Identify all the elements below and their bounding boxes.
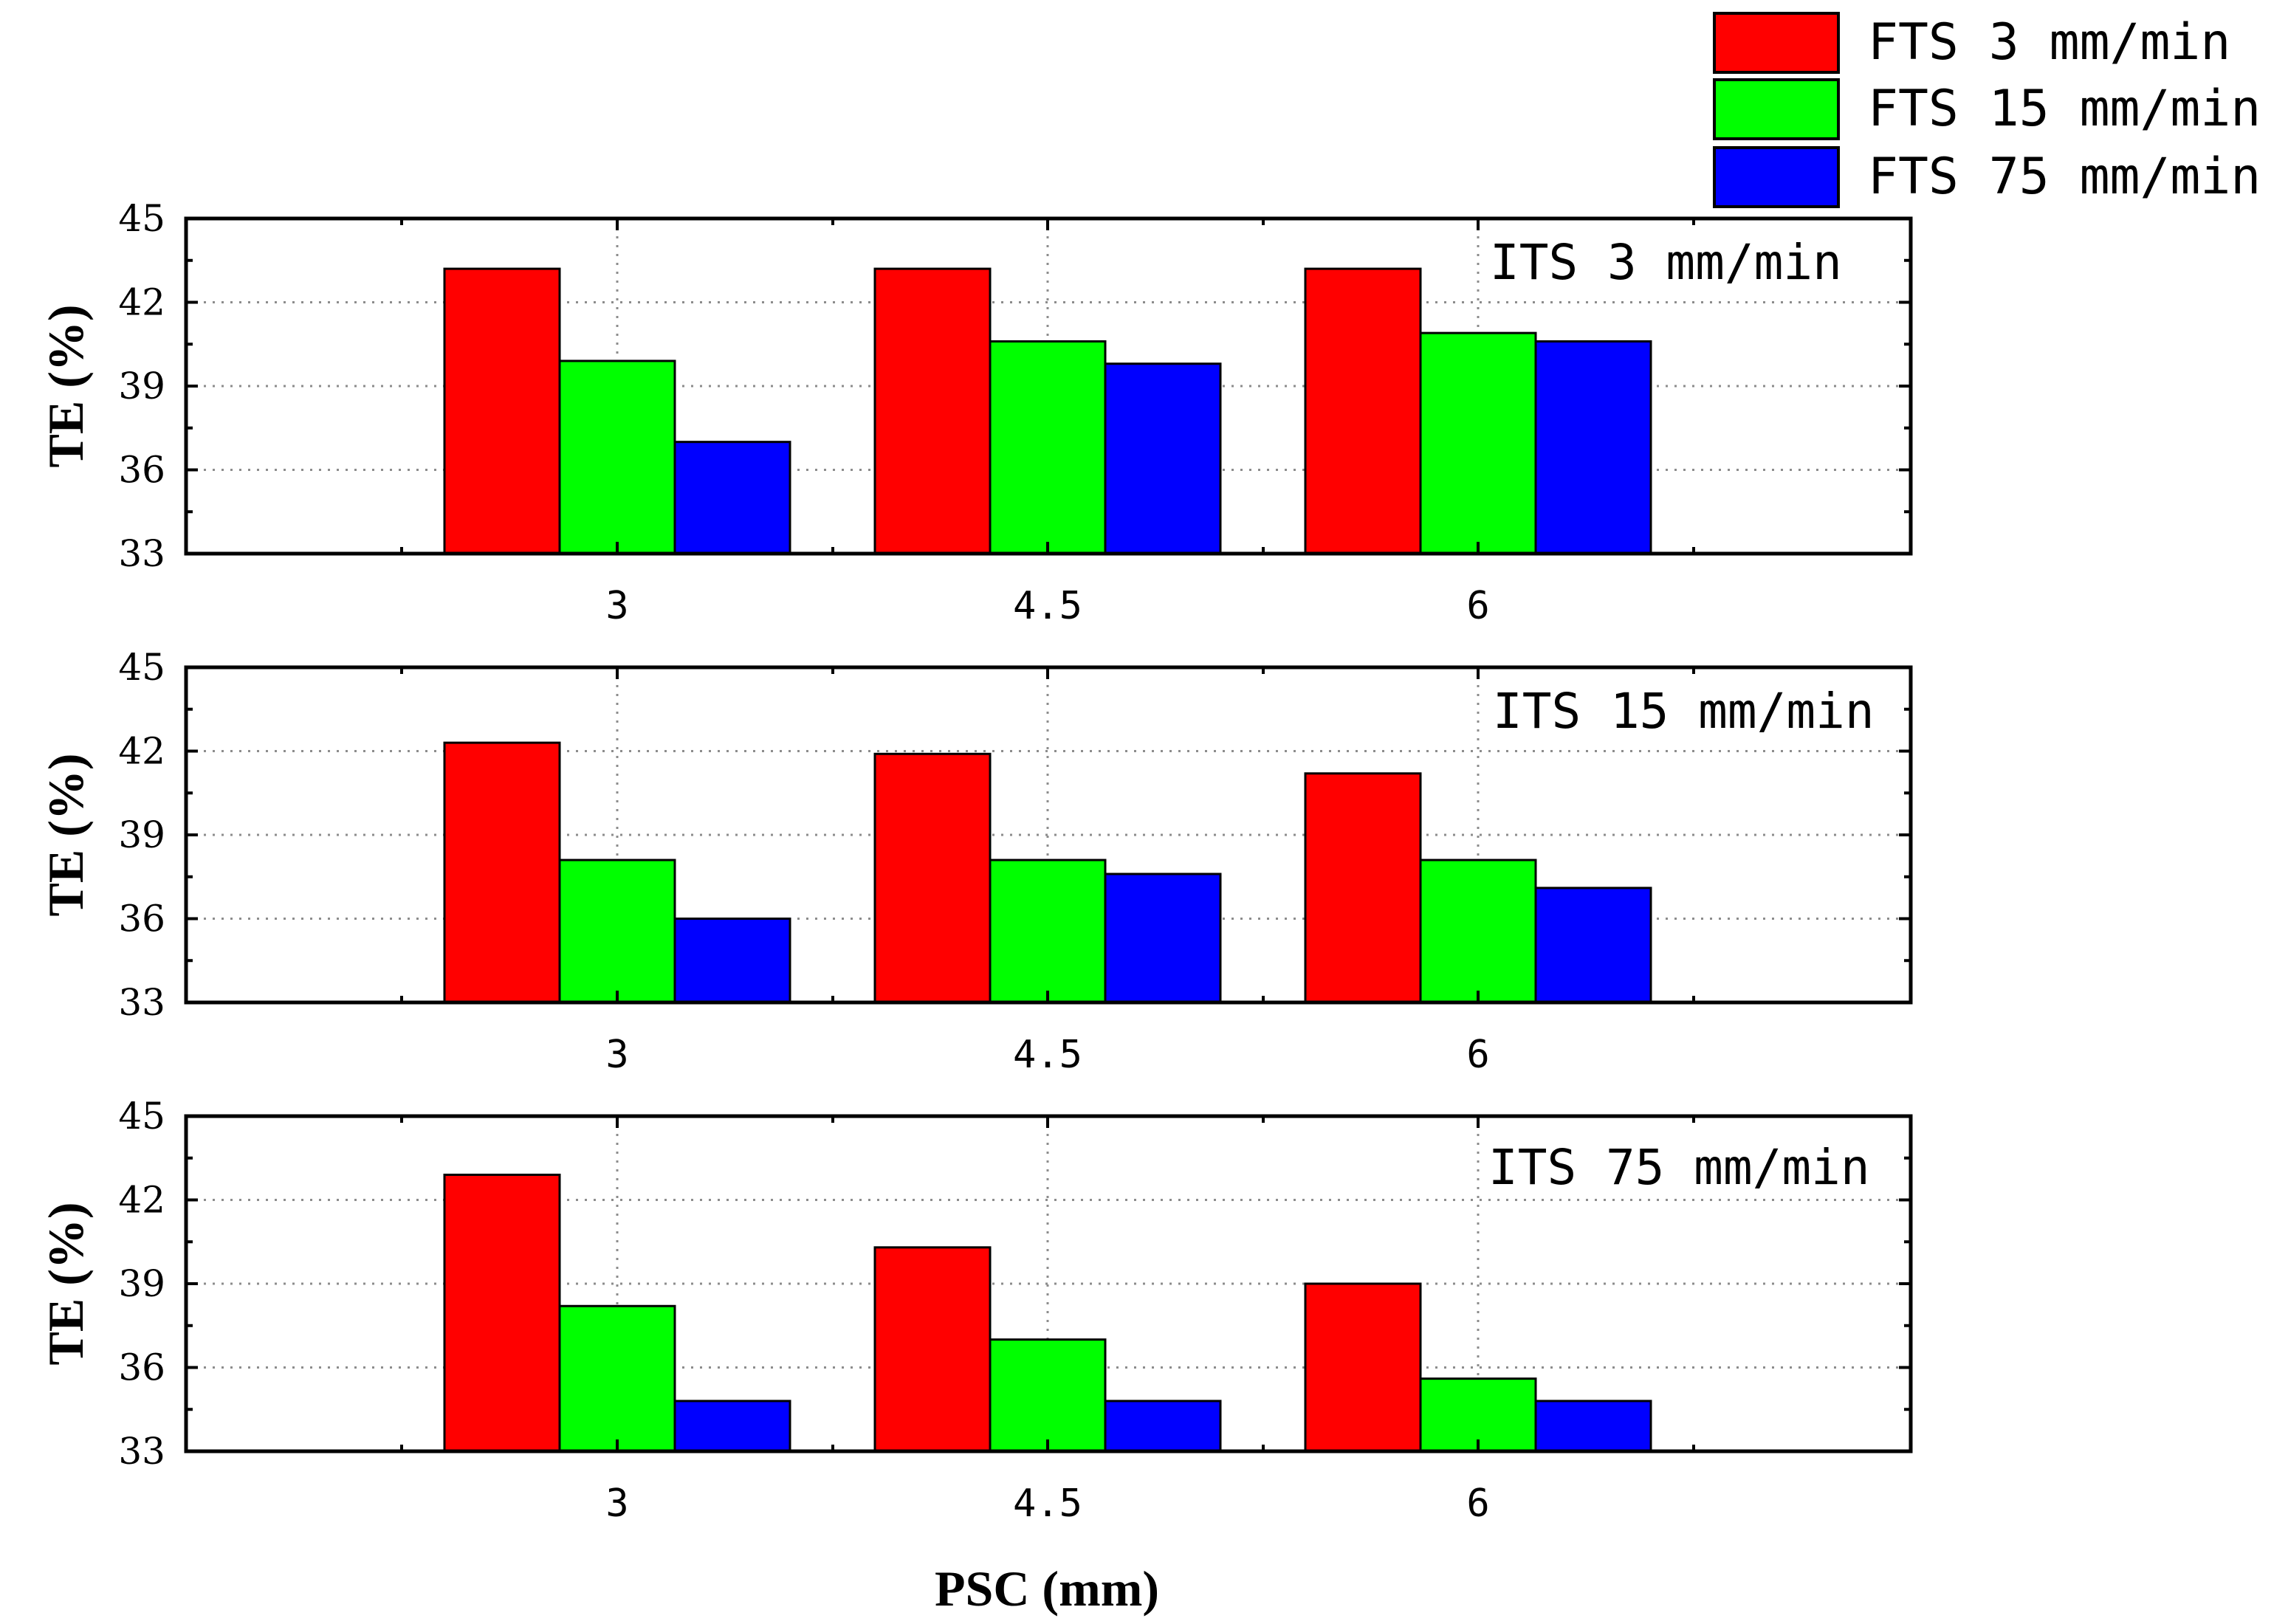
y-tick-label-1-3: 42 xyxy=(118,730,165,773)
bar-p0-s0-c2 xyxy=(1304,267,1422,555)
bar-p2-s2-c0 xyxy=(673,1400,791,1453)
x-tick-label-0-0: 3 xyxy=(605,584,628,628)
y-tick-label-2-3: 42 xyxy=(118,1179,165,1222)
x-tick-label-2-1: 4.5 xyxy=(1013,1482,1082,1526)
chart-panel-1: 33 36 39 42 45 3 4.5 6 ITS 15 mm/min TE (%) xyxy=(38,646,1913,1077)
bar-p1-s2-c2 xyxy=(1534,887,1652,1004)
bar-p2-s2-c1 xyxy=(1104,1400,1222,1453)
x-axis-title: PSC (mm) xyxy=(935,1561,1159,1617)
y-tick-label-0-0: 33 xyxy=(118,532,165,575)
bar-p0-s0-c0 xyxy=(443,267,561,555)
bar-p2-s1-c2 xyxy=(1419,1377,1537,1453)
legend-swatch-0 xyxy=(1713,12,1840,74)
panel-label-1: ITS 15 mm/min xyxy=(1493,683,1875,740)
bar-p0-s2-c0 xyxy=(673,441,791,555)
bar-p1-s2-c1 xyxy=(1104,873,1222,1004)
bar-p1-s2-c0 xyxy=(673,918,791,1004)
bar-p0-s1-c1 xyxy=(989,340,1107,555)
y-tick-label-0-2: 39 xyxy=(118,365,165,407)
legend-swatch-1 xyxy=(1713,78,1840,140)
bar-p1-s1-c1 xyxy=(989,859,1107,1004)
bar-p2-s0-c0 xyxy=(443,1173,561,1453)
y-tick-label-1-1: 36 xyxy=(118,898,165,940)
x-tick-label-1-1: 4.5 xyxy=(1013,1033,1082,1077)
bar-p2-s0-c1 xyxy=(873,1246,992,1453)
bar-p1-s1-c2 xyxy=(1419,859,1537,1004)
panel-label-0: ITS 3 mm/min xyxy=(1490,234,1842,291)
y-tick-label-2-2: 39 xyxy=(118,1262,165,1305)
y-tick-label-0-3: 42 xyxy=(118,281,165,324)
x-tick-label-2-2: 6 xyxy=(1466,1482,1489,1526)
bar-p1-s1-c0 xyxy=(558,859,676,1004)
legend-label-1: FTS 15 mm/min xyxy=(1868,80,2261,138)
bar-p0-s0-c1 xyxy=(873,267,992,555)
legend-swatch-2 xyxy=(1713,146,1840,208)
y-tick-label-2-1: 36 xyxy=(118,1346,165,1389)
y-axis-title-1: TE (%) xyxy=(38,754,94,917)
bar-p0-s2-c2 xyxy=(1534,340,1652,555)
bar-p2-s1-c0 xyxy=(558,1304,676,1453)
x-tick-label-1-2: 6 xyxy=(1466,1033,1489,1077)
chart-legend: FTS 3 mm/min FTS 15 mm/min FTS 75 mm/min xyxy=(1713,12,2261,208)
bar-p0-s1-c2 xyxy=(1419,331,1537,555)
bar-p2-s0-c2 xyxy=(1304,1282,1422,1453)
bar-p1-s0-c0 xyxy=(443,741,561,1004)
y-tick-label-0-4: 45 xyxy=(118,197,165,240)
x-tick-label-0-1: 4.5 xyxy=(1013,584,1082,628)
y-tick-label-1-2: 39 xyxy=(118,813,165,856)
x-tick-label-1-0: 3 xyxy=(605,1033,628,1077)
legend-label-0: FTS 3 mm/min xyxy=(1868,13,2230,72)
y-axis-title-0: TE (%) xyxy=(38,305,94,468)
y-tick-label-2-4: 45 xyxy=(118,1095,165,1138)
bar-p2-s1-c1 xyxy=(989,1338,1107,1453)
bar-p2-s2-c2 xyxy=(1534,1400,1652,1453)
x-tick-label-2-0: 3 xyxy=(605,1482,628,1526)
legend-label-2: FTS 75 mm/min xyxy=(1868,148,2261,206)
bar-p0-s1-c0 xyxy=(558,359,676,555)
y-tick-label-1-4: 45 xyxy=(118,646,165,689)
bar-p0-s2-c1 xyxy=(1104,362,1222,555)
bar-p1-s0-c2 xyxy=(1304,772,1422,1004)
x-tick-label-0-2: 6 xyxy=(1466,584,1489,628)
y-tick-label-2-0: 33 xyxy=(118,1430,165,1473)
y-tick-label-0-1: 36 xyxy=(118,449,165,492)
y-tick-label-1-0: 33 xyxy=(118,981,165,1024)
panel-label-2: ITS 75 mm/min xyxy=(1488,1139,1870,1196)
y-axis-title-2: TE (%) xyxy=(38,1202,94,1366)
chart-panel-2: 33 36 39 42 45 3 4.5 6 ITS 75 mm/min TE (%) xyxy=(38,1095,1913,1526)
chart-panel-0: 33 36 39 42 45 3 4.5 6 ITS 3 mm/min TE (%) xyxy=(38,197,1913,628)
bar-p1-s0-c1 xyxy=(873,752,992,1004)
